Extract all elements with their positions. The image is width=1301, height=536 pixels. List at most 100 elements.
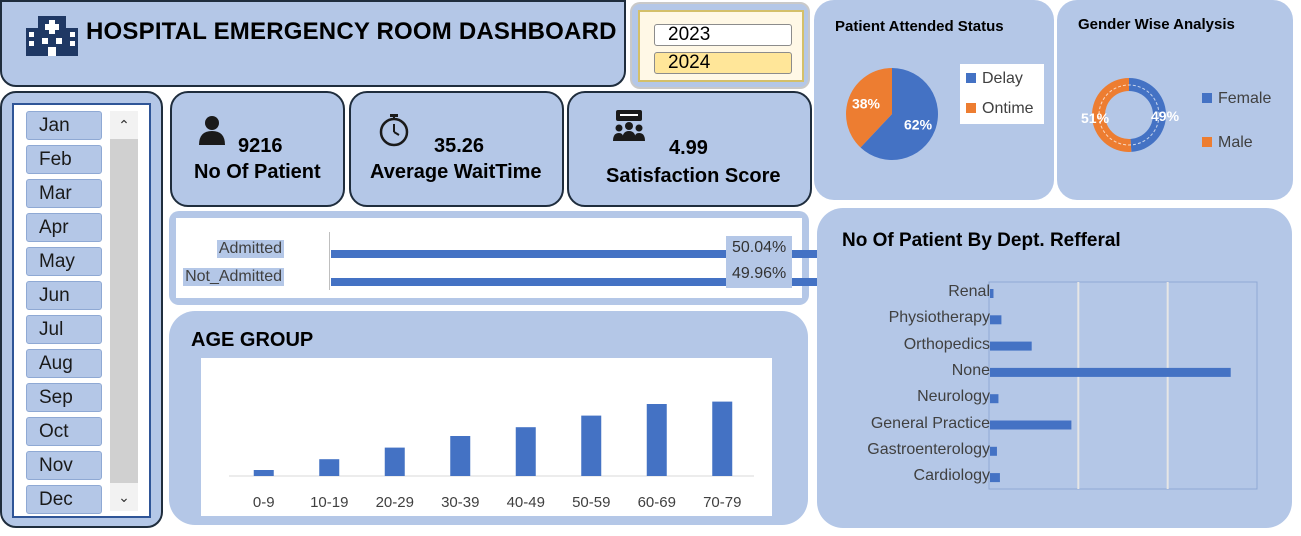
person-icon	[199, 116, 225, 145]
stopwatch-icon	[379, 114, 409, 147]
dept-category-label: Gastroenterology	[867, 440, 990, 458]
wait-time-value: 35.26	[434, 135, 485, 157]
age-group-panel: AGE GROUP 0-9 10-19 20-29 30-39 40-49 50-59 60…	[169, 311, 808, 525]
kpi-card-patients: 9216 No Of Patient	[170, 91, 345, 207]
pie-slice-ontime	[846, 68, 892, 148]
month-slicer: Jan Feb Mar Apr May Jun Jul Aug Sep Oct …	[12, 103, 151, 518]
legend-item-ontime: Ontime	[966, 100, 1034, 118]
dashboard-title: HOSPITAL EMERGENCY ROOM DASHBOARD	[86, 18, 617, 45]
chevron-down-icon[interactable]: ⌄	[110, 483, 138, 511]
month-button-dec[interactable]: Dec	[26, 485, 102, 514]
month-button-may[interactable]: May	[26, 247, 102, 276]
age-tick-label: 30-39	[441, 494, 479, 511]
donut-data-label: 51%	[1081, 110, 1110, 126]
age-tick-label: 10-19	[310, 494, 348, 511]
dept-referral-title: No Of Patient By Dept. Refferal	[842, 230, 1121, 251]
age-tick-label: 20-29	[376, 494, 414, 511]
legend-label-delay: Delay	[982, 70, 1023, 87]
age-tick-label: 50-59	[572, 494, 610, 511]
month-scrollbar[interactable]: ⌃ ⌄	[110, 111, 138, 511]
month-button-apr[interactable]: Apr	[26, 213, 102, 242]
age-bar	[450, 436, 471, 476]
admission-category-label: Not_Admitted	[183, 268, 284, 286]
legend-label-male: Male	[1218, 134, 1253, 151]
hospital-building-icon	[26, 16, 78, 56]
legend-item-female: Female	[1202, 90, 1271, 108]
legend-label-ontime: Ontime	[982, 100, 1034, 117]
age-group-chart-svg: 0-9 10-19 20-29 30-39 40-49 50-59 60-69 70-79	[229, 401, 754, 511]
age-bar	[646, 404, 667, 476]
wait-time-label: Average WaitTime	[370, 161, 542, 183]
dept-plot-area	[988, 281, 1258, 490]
dept-category-label: Cardiology	[913, 467, 990, 485]
attended-status-pie: 62% 38%	[846, 68, 938, 160]
year-slicer: 2023 2024	[638, 10, 804, 82]
gender-analysis-title: Gender Wise Analysis	[1078, 16, 1235, 33]
age-bar	[384, 447, 405, 476]
donut-slice-female	[1129, 78, 1166, 152]
dept-referral-panel: No Of Patient By Dept. Refferal Renal Phy…	[817, 208, 1292, 528]
month-button-mar[interactable]: Mar	[26, 179, 102, 208]
satisfaction-value: 4.99	[669, 137, 708, 159]
age-tick-label: 40-49	[507, 494, 545, 511]
admission-axis	[329, 232, 330, 290]
gender-donut: 49% 51%	[1081, 78, 1180, 152]
age-bar	[581, 415, 602, 476]
year-slicer-panel: 2023 2024	[630, 2, 810, 89]
dept-bar	[990, 473, 1000, 483]
attended-status-legend: Delay Ontime	[960, 64, 1044, 124]
age-tick-label: 60-69	[638, 494, 676, 511]
age-group-chart: 0-9 10-19 20-29 30-39 40-49 50-59 60-69 70-79	[201, 358, 772, 516]
kpi-card-satisfaction: 4.99 Satisfaction Score	[567, 91, 812, 207]
attended-status-panel: Patient Attended Status 62% 38% Delay Ont…	[814, 0, 1054, 200]
gender-analysis-panel: Gender Wise Analysis 49% 51% Female Male	[1057, 0, 1293, 200]
admission-percent-label: 49.96%	[726, 262, 792, 288]
month-button-nov[interactable]: Nov	[26, 451, 102, 480]
year-button-2024[interactable]: 2024	[654, 52, 792, 74]
dept-bar	[990, 341, 1032, 351]
dept-category-label: General Practice	[870, 414, 990, 432]
month-button-aug[interactable]: Aug	[26, 349, 102, 378]
donut-ring-line	[1098, 84, 1160, 146]
month-slicer-panel: Jan Feb Mar Apr May Jun Jul Aug Sep Oct …	[0, 91, 163, 528]
dept-category-label: Physiotherapy	[888, 309, 990, 327]
month-button-sep[interactable]: Sep	[26, 383, 102, 412]
dept-bar	[990, 394, 999, 404]
month-button-jul[interactable]: Jul	[26, 315, 102, 344]
pie-slice-delay	[860, 68, 938, 160]
age-bar	[253, 470, 274, 476]
year-button-2023[interactable]: 2023	[654, 24, 792, 46]
dept-category-label: Orthopedics	[903, 335, 990, 353]
age-tick-label: 0-9	[253, 494, 275, 511]
dept-category-label: Neurology	[917, 388, 990, 406]
month-button-jun[interactable]: Jun	[26, 281, 102, 310]
group-review-icon	[613, 110, 645, 141]
attended-status-title: Patient Attended Status	[835, 18, 1004, 35]
dept-category-label: None	[951, 361, 990, 379]
pie-data-label: 38%	[852, 96, 881, 112]
admission-percent-label: 50.04%	[726, 236, 792, 262]
month-button-jan[interactable]: Jan	[26, 111, 102, 140]
month-button-feb[interactable]: Feb	[26, 145, 102, 174]
dept-category-label: Renal	[948, 283, 990, 300]
legend-label-female: Female	[1218, 90, 1272, 107]
dept-referral-chart	[988, 281, 1258, 490]
admission-bar	[331, 250, 855, 258]
legend-item-delay: Delay	[966, 70, 1023, 88]
pie-data-label: 62%	[904, 116, 933, 132]
dept-bar	[990, 289, 994, 298]
chevron-up-icon[interactable]: ⌃	[110, 111, 138, 139]
age-tick-label: 70-79	[703, 494, 741, 511]
dept-bar	[990, 315, 1002, 325]
month-button-oct[interactable]: Oct	[26, 417, 102, 446]
satisfaction-label: Satisfaction Score	[606, 165, 781, 187]
admission-category-label: Admitted	[216, 240, 284, 258]
age-bar	[515, 427, 536, 476]
age-bar	[319, 459, 340, 476]
admission-chart-panel: Admitted Not_Admitted 4612 4604 50.04% 4…	[169, 211, 893, 305]
dept-bar	[990, 420, 1072, 430]
legend-item-male: Male	[1202, 134, 1253, 152]
dept-bar	[990, 446, 997, 456]
patients-value: 9216	[238, 135, 283, 157]
admission-bar	[331, 278, 854, 286]
